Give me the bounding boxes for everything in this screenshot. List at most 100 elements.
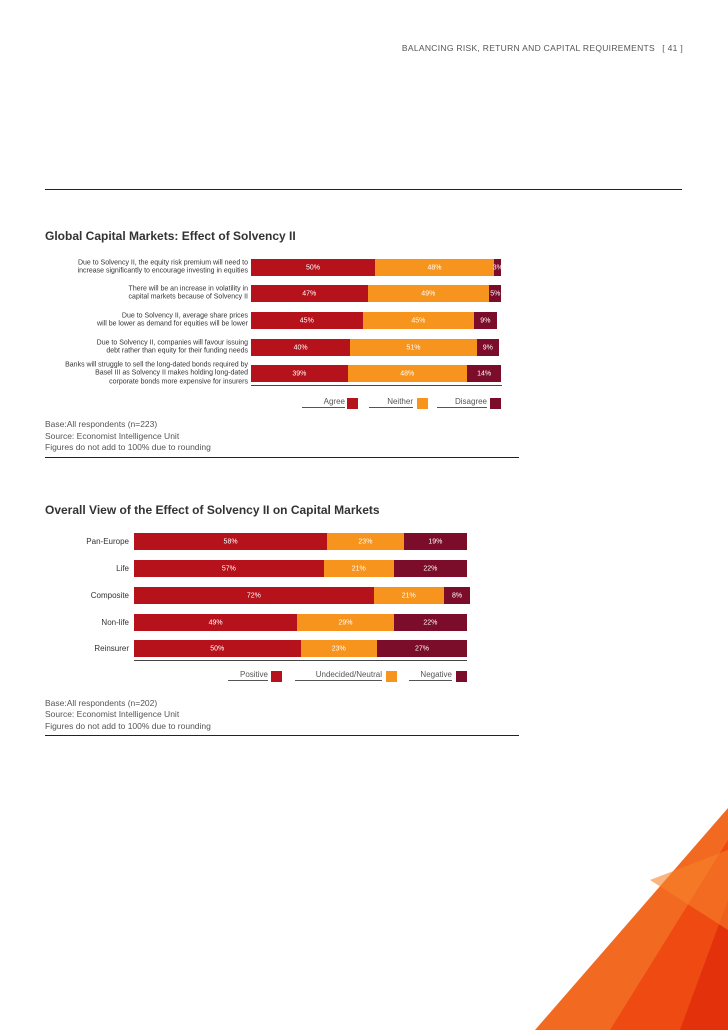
value-label: 51%	[406, 344, 421, 352]
category-label: Life	[116, 563, 129, 573]
note: Base:All respondents (n=202)	[45, 698, 158, 708]
bar-segment	[251, 312, 363, 329]
value-label: 58%	[223, 538, 238, 546]
bar-segment	[251, 259, 375, 276]
bar-segment	[474, 312, 497, 329]
bar-segment	[373, 587, 444, 604]
bar-segment	[251, 339, 351, 356]
value-label: 72%	[246, 592, 261, 600]
bar-segment	[367, 285, 490, 302]
triangle	[680, 900, 728, 1030]
value-label: 48%	[427, 264, 442, 272]
value-label: 48%	[400, 370, 415, 378]
legend-label: Positive	[228, 670, 268, 681]
bar-segment	[476, 339, 499, 356]
value-label: 21%	[351, 565, 366, 573]
legend-label: Disagree	[437, 397, 487, 408]
value-label: 21%	[401, 592, 416, 600]
value-label: 40%	[293, 344, 308, 352]
value-label: 50%	[210, 645, 225, 653]
value-label: 3%	[492, 264, 503, 272]
legend-swatch	[347, 398, 358, 409]
chart-title: Overall View of the Effect of Solvency I…	[45, 503, 380, 517]
value-label: 22%	[423, 619, 438, 627]
bar-segment	[443, 587, 471, 604]
legend-swatch	[386, 671, 397, 682]
category-label: Composite	[90, 590, 129, 600]
category-label: Due to Solvency II, average share prices…	[97, 312, 248, 328]
bar-segment	[323, 560, 394, 577]
value-label: 22%	[423, 565, 438, 573]
bar-segment	[300, 640, 378, 657]
bar-segment	[403, 533, 467, 550]
value-label: 5%	[490, 290, 501, 298]
legend-label: Neither	[369, 397, 413, 408]
value-label: 23%	[358, 538, 373, 546]
legend-swatch	[417, 398, 428, 409]
value-label: 27%	[415, 645, 430, 653]
value-label: 50%	[305, 264, 321, 272]
category-label: Pan-Europe	[86, 536, 129, 546]
value-label: 23%	[331, 645, 346, 653]
value-label: 45%	[299, 317, 314, 325]
bar-segment	[375, 259, 495, 276]
bar-segment	[251, 365, 348, 382]
note: Figures do not add to 100% due to roundi…	[45, 721, 211, 731]
bar-segment	[350, 339, 477, 356]
legend-label: Undecided/Neutral	[295, 670, 382, 681]
bar-segment	[347, 365, 467, 382]
category-label: Banks will struggle to sell the long-dat…	[65, 360, 248, 385]
bar-segment	[362, 312, 475, 329]
bar-segment	[377, 640, 467, 657]
legend-label: Negative	[409, 670, 452, 681]
bar-segment	[489, 285, 502, 302]
legend-swatch	[456, 671, 467, 682]
category-label: Due to Solvency II, companies will favou…	[96, 339, 248, 355]
bar-segment	[393, 614, 467, 631]
page-number: [ 41 ]	[662, 43, 683, 53]
bar-segment	[297, 614, 394, 631]
bar-segment	[134, 533, 328, 550]
bar-segment	[251, 285, 368, 302]
bar-segment	[393, 560, 467, 577]
note: Source: Economist Intelligence Unit	[45, 431, 180, 441]
divider	[45, 735, 519, 736]
value-label: 57%	[221, 565, 236, 573]
divider	[45, 457, 519, 458]
value-label: 45%	[411, 317, 426, 325]
triangle	[650, 850, 728, 930]
divider	[45, 189, 682, 190]
bar-segment	[494, 259, 502, 276]
baseline	[251, 385, 502, 386]
value-label: 47%	[302, 290, 317, 298]
bar-segment	[134, 587, 374, 604]
chart-title: Global Capital Markets: Effect of Solven…	[45, 229, 296, 243]
note: Base:All respondents (n=223)	[45, 419, 158, 429]
bar-segment	[134, 560, 324, 577]
value-label: 19%	[428, 538, 443, 546]
note: Source: Economist Intelligence Unit	[45, 709, 180, 719]
bar-segment	[327, 533, 404, 550]
value-label: 8%	[451, 592, 463, 600]
bar-segment	[134, 640, 301, 657]
category-label: There will be an increase in volatility …	[128, 285, 248, 301]
legend-swatch	[490, 398, 501, 409]
value-label: 14%	[477, 370, 492, 378]
value-label: 9%	[482, 344, 493, 352]
note: Figures do not add to 100% due to roundi…	[45, 442, 211, 452]
bar-segment	[134, 614, 298, 631]
value-label: 9%	[480, 317, 491, 325]
value-label: 29%	[338, 619, 353, 627]
legend-label: Agree	[302, 397, 345, 408]
category-label: Non-life	[101, 617, 129, 627]
value-label: 49%	[208, 619, 223, 627]
legend-swatch	[271, 671, 282, 682]
value-label: 39%	[292, 370, 307, 378]
baseline	[134, 660, 467, 661]
category-label: Reinsurer	[94, 643, 129, 653]
bar-segment	[466, 365, 502, 382]
header-title: BALANCING RISK, RETURN AND CAPITAL REQUI…	[401, 43, 655, 53]
value-label: 49%	[421, 290, 436, 298]
